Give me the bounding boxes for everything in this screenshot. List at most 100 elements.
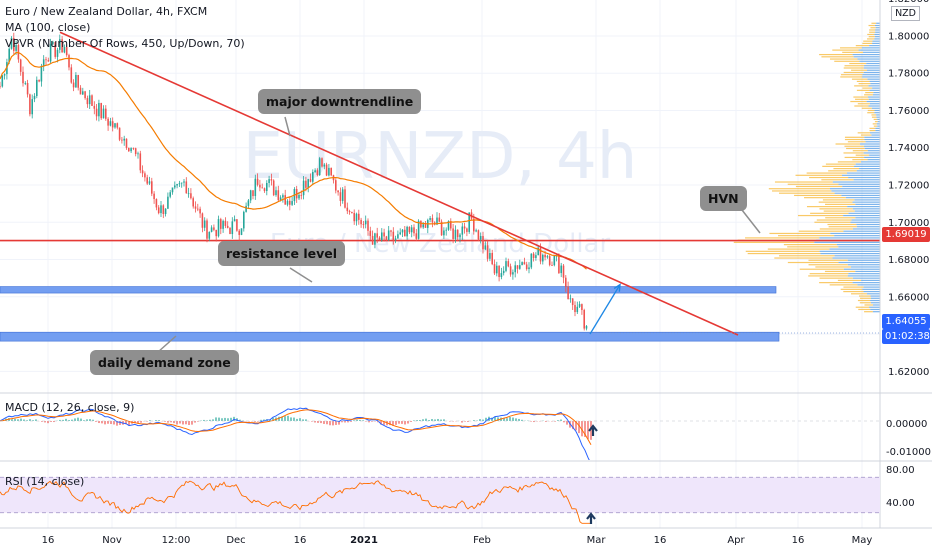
vp-bar-down <box>827 223 857 226</box>
countdown-tag: 01:02:38 <box>882 329 930 344</box>
vp-bar-down <box>825 217 856 219</box>
macd-histogram-bar <box>413 420 415 421</box>
vp-bar-up <box>870 297 880 299</box>
candle-body <box>208 231 211 239</box>
candle-body <box>245 205 247 212</box>
currency-badge[interactable]: NZD <box>891 6 920 21</box>
vp-bar-up <box>863 71 880 74</box>
hvn-callout[interactable]: HVN <box>700 186 747 211</box>
macd-histogram-bar <box>176 421 178 425</box>
price-axis[interactable]: 1.82000 1.80000 1.78000 1.76000 1.74000 1.720… <box>886 0 931 509</box>
vp-bar-down <box>745 237 820 239</box>
macd-histogram-bar <box>347 421 349 423</box>
vp-bar-up <box>877 118 880 121</box>
candle-body <box>548 256 551 265</box>
candle-body <box>454 229 457 239</box>
macd-histogram-bar <box>170 421 172 423</box>
projection-arrow[interactable] <box>589 283 621 335</box>
vp-bar-up <box>866 69 880 71</box>
time-tick-label: Mar <box>587 535 607 546</box>
macd-histogram-bar <box>422 419 424 421</box>
macd-histogram-bar <box>557 420 559 421</box>
candle-body <box>298 194 300 199</box>
vp-bar-up <box>850 266 880 268</box>
vp-bar-up <box>864 65 880 67</box>
macd-histogram-bar <box>572 421 574 430</box>
vp-bar-up <box>855 163 880 165</box>
macd-histogram-bar <box>416 420 418 421</box>
macd-histogram-bar <box>230 417 232 421</box>
candle-body <box>155 199 158 208</box>
downtrend-callout[interactable]: major downtrendline <box>258 89 422 114</box>
vp-bar-up <box>870 302 880 304</box>
ma-legend: MA (100, close) <box>5 21 91 34</box>
candle-body <box>291 201 293 205</box>
candle-body <box>8 48 10 63</box>
vp-bar-down <box>814 221 851 223</box>
candle-body <box>530 253 533 268</box>
vp-bar-up <box>864 147 880 150</box>
candle-body <box>252 190 254 197</box>
candle-body <box>0 86 1 88</box>
vp-bar-up <box>830 232 880 235</box>
vp-bar-down <box>809 176 849 179</box>
macd-histogram-bar <box>317 421 319 423</box>
macd-histogram-bar <box>134 421 136 423</box>
macd-histogram-bar <box>590 421 592 440</box>
vp-bar-down <box>871 116 877 118</box>
macd-histogram-bar <box>419 420 421 421</box>
grid-lines <box>0 0 880 528</box>
vp-bar-up <box>841 194 880 197</box>
macd-histogram-bar <box>20 418 22 421</box>
macd-histogram-bar <box>521 419 523 421</box>
vp-bar-down <box>772 190 832 192</box>
candle-body <box>1 75 4 87</box>
candle-body <box>190 193 192 199</box>
candle-body <box>542 254 544 262</box>
demand-callout[interactable]: daily demand zone <box>90 350 239 375</box>
candle-body <box>151 181 153 194</box>
vp-bar-up <box>846 172 880 174</box>
vp-bar-up <box>871 134 880 136</box>
vp-bar-up <box>854 165 880 167</box>
time-axis[interactable]: 16 Nov 12:00 Dec 16 2021 Feb Mar 16 Apr 16 May <box>42 535 873 546</box>
arrow-head <box>613 283 621 292</box>
vp-bar-down <box>870 27 876 29</box>
zone-rect[interactable] <box>0 331 780 342</box>
macd-histogram-bar <box>368 421 370 423</box>
macd-line <box>0 407 590 460</box>
candle-body <box>26 83 29 95</box>
candle-body <box>185 181 188 194</box>
rsi-tick-label: 40.00 <box>886 498 915 509</box>
candle-body <box>160 205 162 214</box>
candle-body <box>371 235 374 245</box>
rsi-line <box>0 480 592 524</box>
candle-body <box>13 37 15 51</box>
vp-bar-down <box>747 252 821 255</box>
vp-bar-down <box>797 214 844 217</box>
vp-bar-up <box>869 45 880 47</box>
arrow-shaft <box>589 284 621 335</box>
resistance-callout[interactable]: resistance level <box>218 241 346 266</box>
downtrend-line[interactable] <box>59 31 739 336</box>
vp-bar-down <box>857 132 870 134</box>
current-price-tag: 1.64055 <box>882 314 930 329</box>
candle-body <box>130 148 132 152</box>
vp-bar-down <box>858 295 871 297</box>
candle-body <box>583 309 585 329</box>
vp-bar-up <box>867 150 880 152</box>
macd-histogram-bar <box>239 419 241 421</box>
candle-body <box>174 185 176 188</box>
candle-body <box>351 212 353 213</box>
vp-bar-down <box>840 288 863 290</box>
macd-histogram-bar <box>428 420 430 421</box>
vp-bar-up <box>863 67 880 69</box>
macd-histogram-bar <box>380 421 382 425</box>
vp-bar-down <box>828 170 857 172</box>
candle-body <box>519 265 521 269</box>
candle-body <box>387 230 390 241</box>
vp-bar-down <box>840 47 863 49</box>
zone-rect[interactable] <box>0 286 777 294</box>
price-tick-label: 1.80000 <box>888 31 929 42</box>
